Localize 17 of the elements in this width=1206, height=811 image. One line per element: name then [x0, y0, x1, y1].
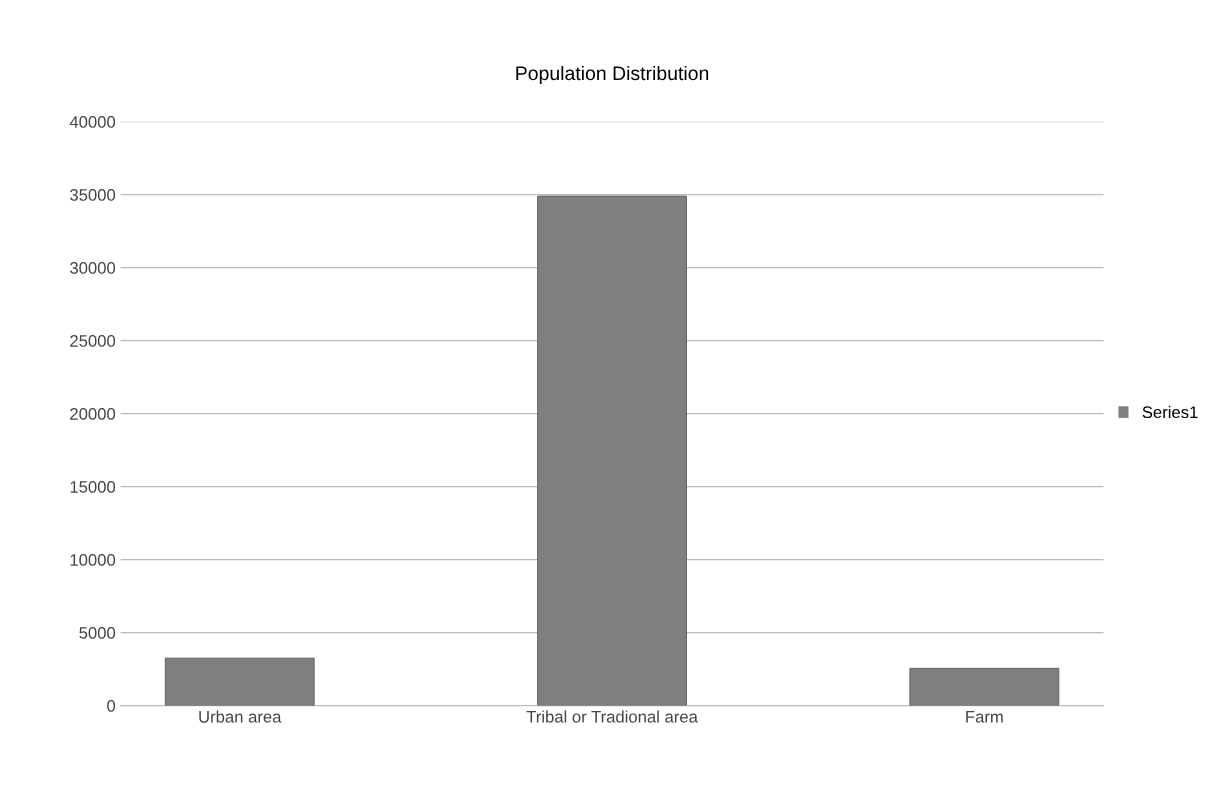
y-tick-label: 30000 [70, 262, 116, 274]
bar [537, 195, 687, 706]
y-tick-label: 5000 [79, 626, 116, 639]
legend-label: Series1 [1142, 405, 1198, 419]
y-tick-label: 40000 [69, 116, 116, 128]
x-tick-label: Farm [966, 711, 1003, 723]
y-tick-label: 20000 [70, 408, 116, 420]
y-tick-label: 15000 [70, 481, 116, 493]
y-tick-label: 0 [107, 699, 116, 712]
bar [164, 657, 315, 706]
y-tick-label: 10000 [70, 553, 116, 566]
bar [909, 667, 1060, 706]
y-tick-label: 35000 [70, 189, 116, 201]
x-tick-label: Urban area [199, 710, 282, 723]
y-tick-label: 25000 [70, 335, 116, 347]
x-tick-label: Tribal or Tradional area [526, 710, 698, 723]
chart-title: Population Distribution [516, 65, 709, 85]
